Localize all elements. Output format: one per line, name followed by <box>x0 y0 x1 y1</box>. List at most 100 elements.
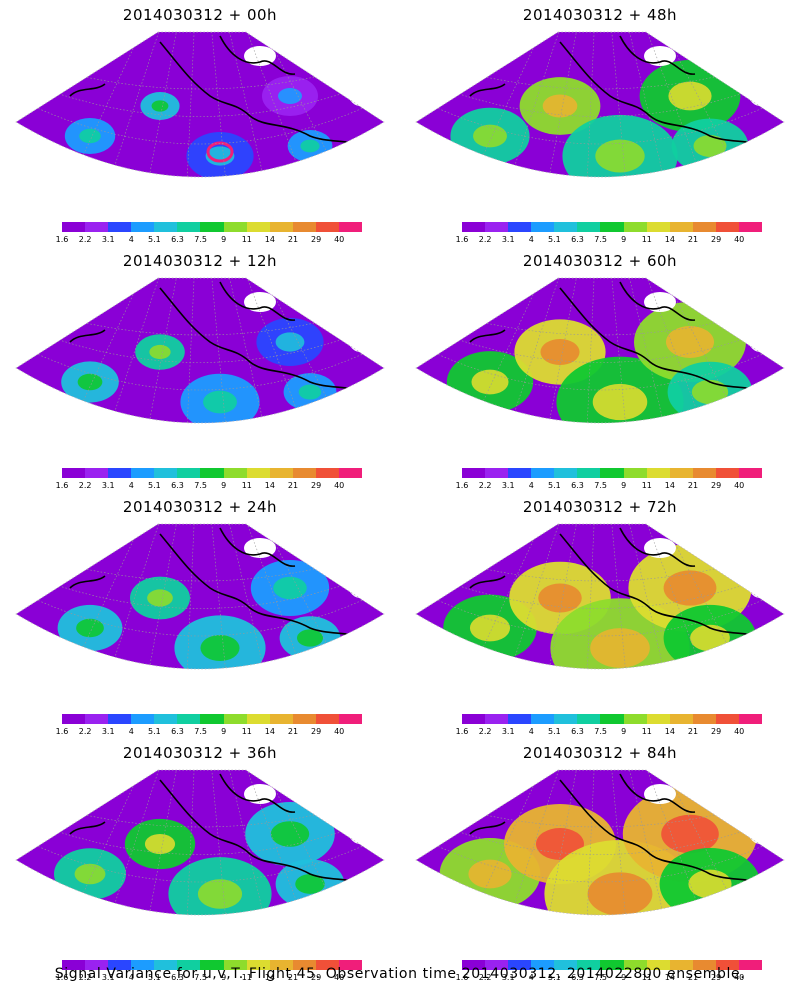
colorbar-swatch <box>738 714 763 724</box>
no-data-area <box>746 312 774 352</box>
variance-contour <box>278 88 302 104</box>
colorbar-tick-label: 2.2 <box>478 973 492 982</box>
variance-contour <box>275 332 305 352</box>
colorbar-swatch <box>669 222 693 232</box>
graticule-line <box>16 77 384 117</box>
colorbar-tick-label: 7.5 <box>194 973 207 982</box>
variance-contour <box>76 618 104 638</box>
variance-contour <box>668 81 712 111</box>
colorbar-swatch <box>269 714 293 724</box>
no-data-area <box>16 408 66 423</box>
colorbar-tick-label: 3.1 <box>501 481 515 490</box>
colorbar-swatch <box>154 222 178 232</box>
colorbar-swatch <box>131 222 155 232</box>
variance-contour <box>473 124 507 148</box>
variance-contour <box>197 879 243 909</box>
colorbar-swatch <box>692 960 716 970</box>
coastline <box>469 773 784 891</box>
coastline <box>69 281 384 399</box>
colorbar-swatch <box>462 960 486 970</box>
colorbar-swatch <box>131 960 155 970</box>
colorbar-ticks: 1.6 2.2 3.1 4 5.1 6.3 7.5 9 11 14 21 29 40 <box>52 727 372 737</box>
colorbar-tick-label: 4 <box>128 235 134 244</box>
colorbar-swatch <box>315 222 339 232</box>
graticule-line <box>16 589 384 637</box>
colorbar-swatch <box>577 714 601 724</box>
colorbar-tick-label: 29 <box>711 481 722 490</box>
colorbar-swatch <box>485 714 509 724</box>
variance-contour <box>200 634 240 662</box>
map-boundary <box>15 277 385 424</box>
variance-contour <box>270 821 310 847</box>
colorbar-tick-label: 6.3 <box>571 235 584 244</box>
colorbar-swatch <box>508 222 532 232</box>
colorbar-tick-label: 2.2 <box>478 481 492 490</box>
colorbar-swatch <box>554 714 578 724</box>
graticule-line <box>16 97 384 145</box>
no-data-area <box>746 558 774 598</box>
variance-contour <box>661 814 719 854</box>
colorbar-tick-label: 14 <box>264 727 275 736</box>
colorbar-tick-label: 4 <box>528 481 534 490</box>
colorbar-swatch <box>669 468 693 478</box>
colorbar-swatch <box>177 714 201 724</box>
colorbar-swatch <box>177 960 201 970</box>
colorbar-tick-label: 1.6 <box>455 973 469 982</box>
colorbar-tick-label: 40 <box>734 235 745 244</box>
colorbar <box>462 222 763 232</box>
colorbar-swatch <box>62 468 86 478</box>
colorbar-tick-label: 11 <box>241 973 252 982</box>
variance-contour <box>595 139 645 173</box>
colorbar-swatch <box>200 222 224 232</box>
colorbar-tick-label: 14 <box>664 235 675 244</box>
colorbar-swatch <box>715 222 739 232</box>
colorbar-tick-label: 4 <box>128 727 134 736</box>
colorbar-tick-label: 29 <box>311 727 322 736</box>
graticule-line <box>16 343 384 391</box>
colorbar-swatch <box>292 714 316 724</box>
colorbar-tick-label: 4 <box>128 481 134 490</box>
colorbar-swatch <box>600 960 624 970</box>
colorbar-swatch <box>531 714 555 724</box>
colorbar-swatch <box>315 714 339 724</box>
variance-contour <box>203 390 237 414</box>
colorbar-swatch <box>154 960 178 970</box>
colorbar-swatch <box>62 960 86 970</box>
colorbar-tick-label: 3.1 <box>501 235 515 244</box>
colorbar-swatch <box>715 468 739 478</box>
panel-60h: 2014030312 + 60h 1.6 2.2 3.1 4 5.1 6.3 7.5 9 11 1… <box>400 246 800 492</box>
no-data-area <box>16 162 66 177</box>
graticule-line <box>184 32 201 177</box>
variance-contour <box>298 384 322 400</box>
colorbar-tick-label: 7.5 <box>194 481 207 490</box>
colorbar-ticks: 1.6 2.2 3.1 4 5.1 6.3 7.5 9 11 14 21 29 40 <box>452 727 772 737</box>
colorbar-swatch <box>108 468 132 478</box>
map-boundary <box>15 31 385 178</box>
coastline <box>469 281 784 399</box>
variance-contour <box>471 369 509 395</box>
colorbar-tick-label: 29 <box>711 973 722 982</box>
graticule-line <box>416 97 784 145</box>
colorbar-tick-label: 21 <box>687 235 699 244</box>
variance-contour <box>144 833 176 855</box>
colorbar-tick-label: 7.5 <box>594 481 607 490</box>
colorbar-swatch <box>692 714 716 724</box>
colorbar-swatch <box>246 960 270 970</box>
colorbar-swatch <box>315 468 339 478</box>
colorbar-swatch <box>177 222 201 232</box>
variance-map <box>15 769 385 916</box>
colorbar-tick-label: 2.2 <box>78 481 92 490</box>
graticule-line <box>184 278 201 423</box>
colorbar-tick-label: 21 <box>287 481 299 490</box>
graticule-line <box>416 343 784 391</box>
colorbar-swatch <box>646 960 670 970</box>
map-boundary <box>415 523 785 670</box>
variance-contour <box>666 326 714 358</box>
colorbar-swatch <box>200 714 224 724</box>
colorbar-tick-label: 6.3 <box>571 481 584 490</box>
colorbar-tick-label: 9 <box>621 235 627 244</box>
colorbar-swatch <box>577 468 601 478</box>
colorbar-tick-label: 29 <box>311 235 322 244</box>
graticule-line <box>584 278 601 423</box>
colorbar-tick-label: 14 <box>664 481 675 490</box>
